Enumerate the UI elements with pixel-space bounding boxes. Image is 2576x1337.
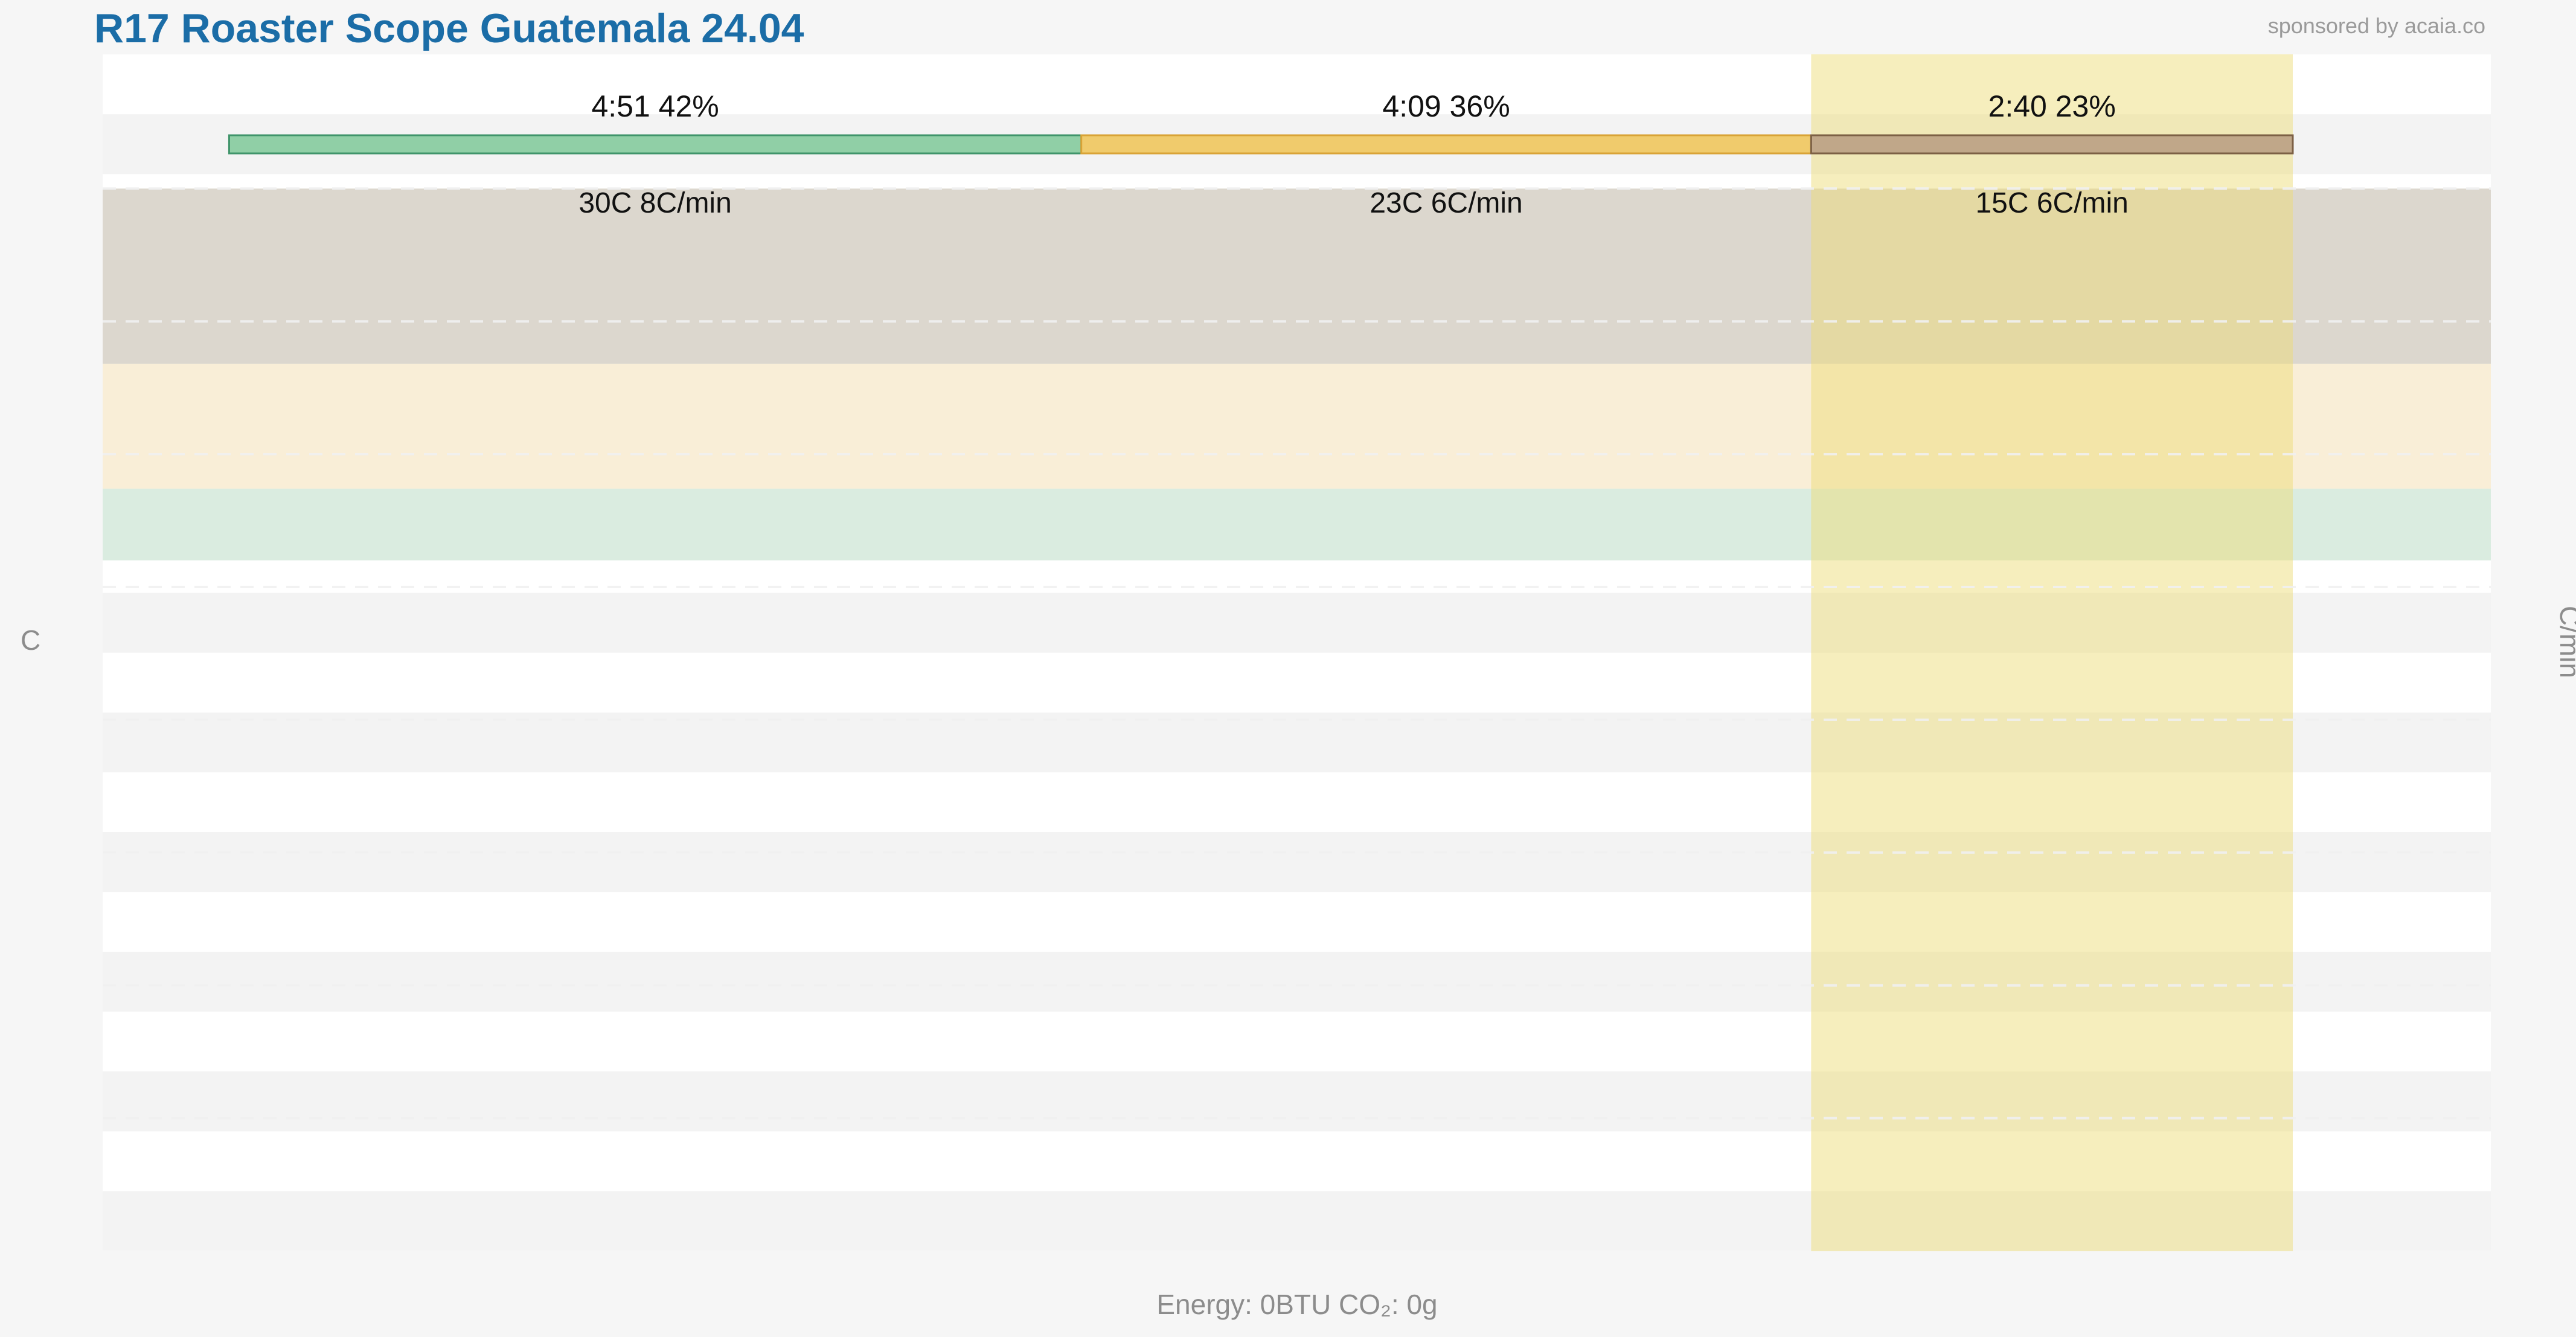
background-stripe [103,1191,2491,1251]
background-stripe [103,592,2491,653]
phase-duration-label: 4:09 36% [1382,89,1510,123]
energy-co2-footer: Energy: 0BTU CO₂: 0g [1156,1289,1437,1320]
phase-duration-label: 4:51 42% [591,89,719,123]
finishing-band [103,489,2491,561]
background-stripe [103,1071,2491,1132]
phase-ror-label: 23C 6C/min [1370,187,1522,219]
development-band [103,188,2491,364]
background-stripe [103,54,2491,55]
background-stripe [103,952,2491,1012]
phase-bar-segment [1080,134,1812,155]
y-right-axis-title: C/min [2554,606,2576,678]
sponsor-text: sponsored by acaia.co [2267,13,2485,38]
background-stripe [103,832,2491,893]
chart-canvas: 4:51 42% 30C 8C/min 4:09 36% 23C 6C/min 2:40… [103,54,2491,1251]
background-stripe [103,712,2491,772]
y-left-axis-title: C [21,624,40,656]
phase-ror-label: 30C 8C/min [578,187,731,219]
plot-area [103,54,2491,1251]
phase-duration-label: 2:40 23% [1988,89,2116,123]
phase-ror-label: 15C 6C/min [1975,187,2128,219]
page-title: R17 Roaster Scope Guatemala 24.04 [94,5,804,51]
maillard-band [103,364,2491,489]
phase-bar-segment [228,134,1083,155]
first-crack-window [1811,54,2293,1251]
phases-bar: 4:51 42% 30C 8C/min 4:09 36% 23C 6C/min 2:40… [228,89,2294,219]
phase-bar-segment [1810,134,2294,155]
